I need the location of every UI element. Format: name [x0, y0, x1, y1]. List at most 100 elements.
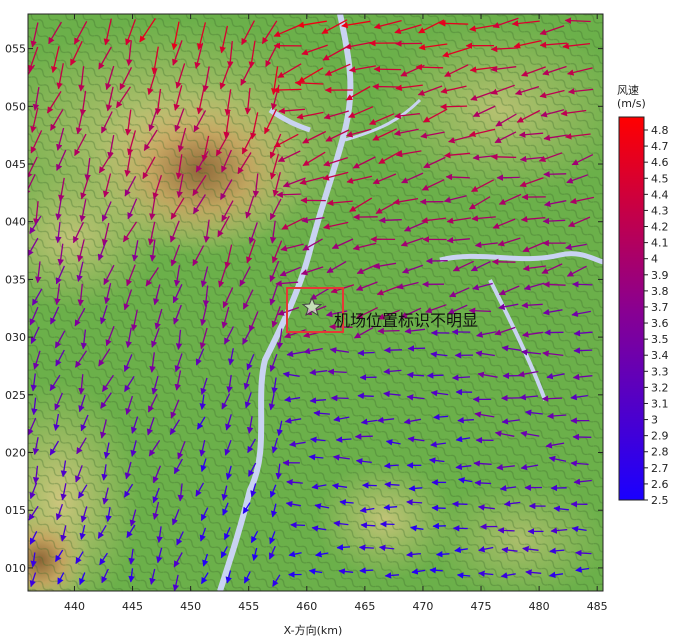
wind-arrow [331, 482, 348, 490]
colorbar-tick-label: 4.4 [651, 188, 669, 201]
wind-arrow [173, 265, 181, 287]
wind-arrow [468, 307, 492, 314]
wind-arrow [420, 131, 445, 139]
colorbar-tick-label: 2.7 [651, 462, 669, 475]
wind-arrow [447, 304, 468, 315]
wind-arrow [269, 260, 280, 283]
wind-arrow [224, 244, 233, 269]
wind-arrow [411, 568, 426, 575]
wind-arrow [573, 347, 593, 354]
wind-arrow [242, 289, 254, 310]
wind-arrow [562, 42, 591, 50]
wind-arrow [329, 323, 353, 331]
lake [268, 107, 311, 133]
wind-arrow [173, 458, 183, 475]
wind-arrow [492, 17, 519, 29]
wind-arrow [143, 129, 158, 151]
wind-arrow [285, 500, 302, 508]
wind-arrow [571, 525, 587, 533]
wind-arrow [344, 41, 372, 50]
wind-arrow [401, 172, 424, 184]
wind-arrow [299, 176, 325, 186]
wind-arrow [331, 238, 354, 249]
wind-arrow [239, 266, 251, 287]
wind-arrow [272, 574, 281, 587]
wind-arrow [49, 374, 61, 392]
wind-arrow [356, 307, 378, 319]
wind-arrow [221, 306, 230, 329]
wind-arrow [525, 569, 542, 576]
wind-arrow [243, 372, 251, 390]
terrain-layer [28, 14, 603, 591]
wind-arrow [174, 108, 185, 132]
wind-arrow [325, 129, 350, 142]
wind-arrow [78, 394, 86, 413]
wind-arrow [539, 89, 565, 99]
wind-arrow [494, 326, 516, 336]
wind-arrow [98, 46, 112, 70]
wind-arrow [31, 397, 38, 416]
wind-arrow [78, 374, 85, 395]
wind-arrow [401, 264, 424, 274]
wind-arrow [442, 47, 470, 58]
wind-arrow [273, 133, 299, 148]
wind-arrow [122, 221, 138, 243]
wind-arrow [199, 327, 208, 350]
wind-arrow [345, 128, 372, 138]
wind-arrow [252, 173, 260, 198]
wind-arrow [200, 377, 208, 396]
river-branch [344, 98, 422, 142]
wind-arrow [372, 83, 400, 90]
wind-arrow [271, 240, 283, 264]
wind-arrow [200, 572, 209, 585]
wind-arrow [498, 193, 522, 205]
wind-arrow [310, 436, 326, 443]
wind-arrow [383, 368, 402, 375]
wind-arrow [322, 46, 347, 61]
wind-arrow [156, 547, 163, 564]
wind-arrow [286, 350, 306, 358]
wind-arrow [395, 150, 422, 158]
wind-arrow [302, 130, 327, 144]
wind-arrow [243, 571, 251, 584]
wind-arrow [373, 19, 402, 30]
wind-arrow [383, 346, 403, 354]
wind-arrow [149, 352, 156, 373]
main-river [217, 14, 354, 591]
wind-arrow [199, 527, 207, 542]
river-branch [439, 251, 603, 265]
wind-arrow [30, 373, 37, 392]
y-tick-label: 020 [5, 447, 26, 460]
wind-arrow [174, 353, 183, 373]
wind-arrow [353, 326, 374, 339]
legend-unit: (m/s) [617, 97, 646, 110]
wind-arrow [172, 40, 183, 66]
wind-arrow [29, 572, 37, 588]
wind-arrow [431, 504, 446, 512]
wind-arrow [53, 413, 60, 431]
wind-arrow [377, 309, 400, 320]
colorbar-tick-label: 4.2 [651, 221, 669, 234]
wind-arrow [192, 245, 205, 267]
wind-arrow [543, 200, 567, 208]
wind-arrow [54, 330, 66, 349]
wind-arrow [357, 392, 374, 400]
wind-arrow [172, 574, 180, 591]
wind-arrow [99, 305, 108, 325]
wind-arrow [154, 88, 162, 116]
wind-arrow [549, 547, 565, 555]
wind-arrow [323, 156, 348, 167]
wind-arrow [269, 284, 279, 306]
wind-arrow [175, 329, 183, 350]
wind-arrow [176, 531, 184, 546]
wind-arrow [359, 506, 375, 514]
wind-arrow [48, 21, 63, 45]
wind-arrow [358, 544, 374, 551]
wind-arrow [277, 306, 300, 316]
wind-arrow [491, 258, 516, 266]
wind-arrow [522, 265, 546, 272]
wind-arrow [169, 220, 180, 243]
wind-arrow [497, 237, 521, 247]
wind-arrow [341, 20, 371, 29]
wind-arrow [56, 127, 65, 151]
